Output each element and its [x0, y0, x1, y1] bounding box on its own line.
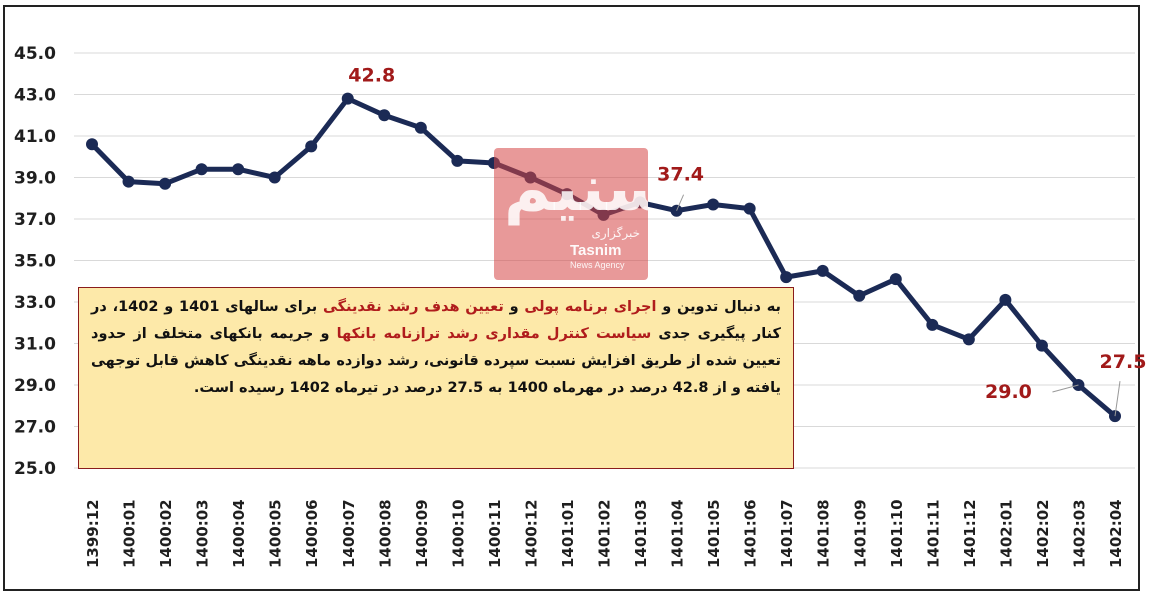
x-tick-label: 1402:01	[997, 499, 1015, 568]
y-tick-label: 31.0	[14, 335, 56, 355]
x-tick-label: 1400:11	[486, 499, 504, 568]
x-tick-label: 1401:08	[815, 499, 833, 568]
x-tick-label: 1400:05	[267, 499, 285, 568]
x-axis: 1399:12 1400:01 1400:02 1400:03 1400:04 1400:…	[84, 499, 1125, 568]
annotation-text: و	[503, 299, 525, 315]
annotation-highlight: تعیین هدف رشد نقدینگی	[322, 299, 504, 315]
y-tick-label: 41.0	[14, 127, 56, 147]
y-tick-label: 43.0	[14, 86, 56, 106]
x-tick-label: 1401:07	[778, 499, 796, 568]
annotation-highlight: سیاست کنترل مقداری رشد ترازنامه بانکها	[336, 326, 652, 342]
x-tick-label: 1400:08	[376, 499, 394, 568]
x-tick-label: 1400:03	[194, 499, 212, 568]
x-tick-label: 1401:04	[669, 499, 687, 568]
data-point	[707, 198, 720, 211]
y-tick-label: 25.0	[14, 459, 56, 479]
data-label: 42.8	[348, 65, 395, 87]
data-point	[414, 121, 427, 134]
x-tick-label: 1400:07	[340, 499, 358, 568]
data-point	[926, 318, 939, 331]
x-tick-label: 1400:04	[230, 499, 248, 568]
data-point	[999, 293, 1012, 306]
y-tick-label: 35.0	[14, 252, 56, 272]
data-point	[159, 177, 172, 190]
watermark-agency: News Agency	[570, 260, 625, 270]
y-axis: 25.0 27.0 29.0 31.0 33.0 35.0 37.0 39.0 41.0 43.0…	[14, 44, 56, 479]
data-point	[1035, 339, 1048, 352]
y-tick-label: 37.0	[14, 210, 56, 230]
data-label: 37.4	[657, 164, 704, 186]
data-point	[305, 140, 318, 153]
x-tick-label: 1401:06	[742, 499, 760, 568]
data-point	[451, 154, 464, 167]
data-point	[816, 264, 829, 277]
y-tick-label: 27.0	[14, 418, 56, 438]
data-point	[122, 175, 135, 188]
annotation-text: به دنبال تدوین و	[656, 299, 782, 315]
x-tick-label: 1400:09	[413, 499, 431, 568]
label-leader-line	[1052, 384, 1079, 393]
x-tick-label: 1401:03	[632, 499, 650, 568]
annotation-highlight: اجرای برنامه پولی	[524, 299, 657, 315]
annotation-box: به دنبال تدوین و اجرای برنامه پولی و تعی…	[78, 287, 794, 469]
annotation-text: و جریمه بانکهای متخلف از حدود تعیین شده …	[91, 326, 781, 396]
x-tick-label: 1402:03	[1070, 499, 1088, 568]
watermark-brand: Tasnim	[570, 242, 622, 259]
y-tick-label: 33.0	[14, 293, 56, 313]
x-tick-label: 1400:01	[121, 499, 139, 568]
data-point	[853, 289, 866, 302]
data-point	[268, 171, 281, 184]
x-tick-label: 1401:10	[888, 499, 906, 568]
data-label: 29.0	[985, 381, 1032, 403]
x-tick-label: 1400:10	[449, 499, 467, 568]
watermark-subtitle: خبرگزاری	[591, 226, 640, 240]
data-point	[86, 138, 98, 151]
x-tick-label: 1399:12	[84, 499, 102, 568]
x-tick-label: 1401:09	[851, 499, 869, 568]
data-point	[195, 163, 208, 176]
y-tick-label: 45.0	[14, 44, 56, 64]
data-label: 27.5	[1100, 351, 1147, 373]
annotation-text: برای سالهای 1401 و 1402، در کنار پیگیری …	[91, 299, 781, 342]
y-tick-label: 29.0	[14, 376, 56, 396]
data-point	[780, 271, 793, 284]
x-tick-label: 1401:12	[961, 499, 979, 568]
x-tick-label: 1401:01	[559, 499, 577, 568]
data-labels: 42.8 37.4 29.0 27.5	[348, 65, 1147, 417]
y-tick-label: 39.0	[14, 169, 56, 189]
data-point	[341, 92, 354, 105]
data-point	[232, 163, 245, 176]
x-tick-label: 1401:05	[705, 499, 723, 568]
tasnim-watermark: تسنیم خبرگزاری Tasnim News Agency	[494, 148, 648, 280]
data-point	[962, 333, 975, 346]
data-point	[889, 273, 902, 286]
label-leader-line	[676, 194, 685, 211]
x-tick-label: 1400:06	[303, 499, 321, 568]
x-tick-label: 1402:04	[1107, 499, 1125, 568]
x-tick-label: 1401:11	[924, 499, 942, 568]
data-point	[378, 109, 391, 122]
label-leader-line	[1114, 381, 1121, 417]
x-tick-label: 1401:02	[596, 499, 614, 568]
x-tick-label: 1402:02	[1034, 499, 1052, 568]
x-tick-label: 1400:02	[157, 499, 175, 568]
watermark-logo-text: تسنیم	[504, 152, 648, 226]
data-point	[743, 202, 756, 215]
x-tick-label: 1400:12	[522, 499, 540, 568]
